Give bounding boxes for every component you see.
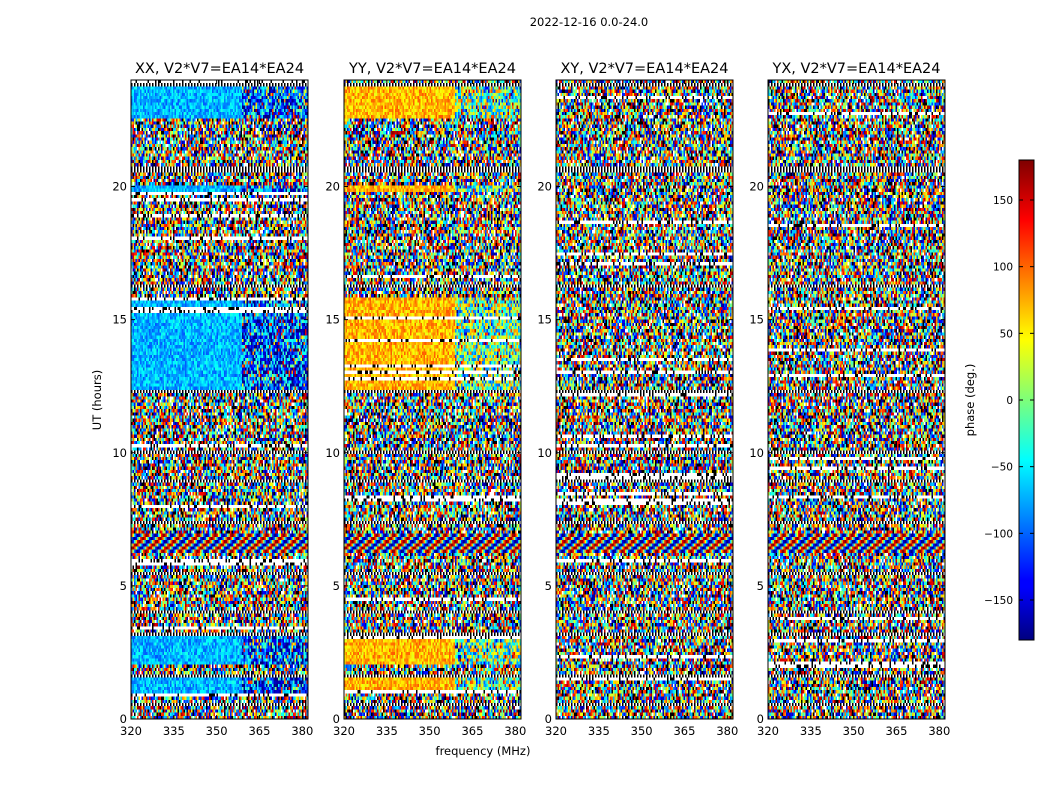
- panel-2-image: [344, 80, 521, 719]
- y-tick-label: 0: [120, 712, 127, 726]
- panel-4-frame: [767, 79, 946, 720]
- panel-title: YY, V2*V7=EA14*EA24: [348, 61, 516, 77]
- x-tick-label: 335: [163, 724, 185, 738]
- panel-title: XX, V2*V7=EA14*EA24: [135, 61, 304, 77]
- y-tick-label: 15: [749, 313, 764, 327]
- x-tick-label: 335: [376, 724, 398, 738]
- x-tick-label: 320: [120, 724, 142, 738]
- y-tick-label: 0: [757, 712, 764, 726]
- y-tick-label: 10: [112, 446, 127, 460]
- y-tick-label: 15: [325, 313, 340, 327]
- y-tick-label: 20: [749, 180, 764, 194]
- x-tick-label: 350: [631, 724, 653, 738]
- colorbar-tick-label: 0: [1006, 395, 1013, 407]
- x-tick-label: 320: [545, 724, 567, 738]
- y-tick-label: 20: [112, 180, 127, 194]
- x-tick-label: 320: [333, 724, 355, 738]
- y-tick-label: 0: [545, 712, 552, 726]
- panel-title: XY, V2*V7=EA14*EA24: [560, 61, 728, 77]
- colorbar-tick-label: −50: [991, 462, 1013, 474]
- x-tick-label: 365: [673, 724, 695, 738]
- colorbar-tick-label: −150: [984, 595, 1013, 607]
- panel-4: YX, V2*V7=EA14*EA24 320 335 350 365 380 0 5 10 15…: [749, 61, 950, 738]
- panel-4-image: [768, 80, 945, 719]
- panel-1-frame: [130, 79, 309, 720]
- x-tick-label: 380: [291, 724, 313, 738]
- x-tick-label: 335: [588, 724, 610, 738]
- y-tick-label: 10: [537, 446, 552, 460]
- panel-1-image: [131, 80, 308, 719]
- y-tick-label: 5: [545, 579, 552, 593]
- figure-title: 2022-12-16 0.0-24.0: [530, 15, 649, 29]
- y-tick-label: 10: [325, 446, 340, 460]
- y-tick-label: 0: [333, 712, 340, 726]
- colorbar-label: phase (deg.): [963, 364, 977, 437]
- colorbar-tick-label: 150: [993, 195, 1013, 207]
- colorbar-tick-label: −100: [984, 528, 1013, 540]
- colorbar-ticks: −150 −100 −50 0 50 100 150: [984, 195, 1034, 607]
- y-tick-label: 5: [333, 579, 340, 593]
- x-tick-label: 365: [885, 724, 907, 738]
- y-tick-label: 5: [757, 579, 764, 593]
- x-axis-label: frequency (MHz): [436, 744, 531, 758]
- colorbar-tick-label: 100: [993, 262, 1013, 274]
- y-axis-label: UT (hours): [90, 370, 104, 430]
- x-tick-label: 380: [504, 724, 526, 738]
- x-tick-label: 380: [716, 724, 738, 738]
- x-tick-label: 350: [419, 724, 441, 738]
- y-tick-label: 20: [537, 180, 552, 194]
- panel-2: YY, V2*V7=EA14*EA24 320 335 350 365 380 0 5 10 15…: [325, 61, 526, 738]
- panel-3: XY, V2*V7=EA14*EA24 320 335 350 365 380 0 5 10 15…: [537, 61, 738, 738]
- panel-3-image: [556, 80, 733, 719]
- x-tick-label: 350: [843, 724, 865, 738]
- y-tick-label: 15: [537, 313, 552, 327]
- panel-3-frame: [555, 79, 734, 720]
- y-tick-label: 10: [749, 446, 764, 460]
- y-tick-label: 20: [325, 180, 340, 194]
- panel-2-frame: [343, 79, 522, 720]
- x-tick-label: 350: [206, 724, 228, 738]
- x-tick-label: 335: [800, 724, 822, 738]
- x-tick-label: 365: [248, 724, 270, 738]
- y-tick-label: 5: [120, 579, 127, 593]
- colorbar: −150 −100 −50 0 50 100 150 phase (deg.): [963, 159, 1035, 641]
- panels: XX, V2*V7=EA14*EA24 320 335 350 365 380 0 5 10 15…: [112, 61, 950, 738]
- x-tick-label: 320: [757, 724, 779, 738]
- x-tick-label: 380: [928, 724, 950, 738]
- y-tick-label: 15: [112, 313, 127, 327]
- colorbar-tick-label: 50: [1000, 328, 1013, 340]
- x-tick-label: 365: [461, 724, 483, 738]
- panel-1: XX, V2*V7=EA14*EA24 320 335 350 365 380 0 5 10 15…: [112, 61, 313, 738]
- panel-title: YX, V2*V7=EA14*EA24: [771, 61, 940, 77]
